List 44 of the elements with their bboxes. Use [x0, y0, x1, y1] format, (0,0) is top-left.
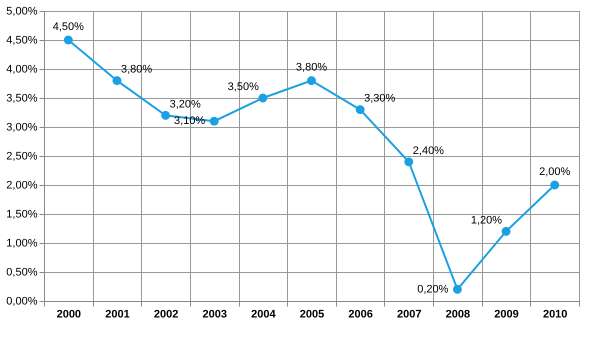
y-tick-label: 1,00%	[6, 238, 38, 250]
y-tick-label: 4,50%	[6, 34, 38, 46]
data-label: 4,50%	[52, 21, 84, 33]
data-label: 3,80%	[296, 62, 328, 74]
x-tick-label: 2004	[251, 308, 276, 320]
y-tick-label: 2,00%	[6, 180, 38, 192]
x-tick-label: 2001	[105, 308, 130, 320]
point	[356, 105, 365, 114]
y-tick-label: 3,50%	[6, 92, 38, 104]
y-tick-label: 2,50%	[6, 150, 38, 162]
data-label: 3,80%	[120, 64, 152, 76]
point	[112, 76, 122, 86]
x-tick-label: 2007	[397, 308, 422, 320]
y-tick-label: 1,50%	[6, 208, 38, 220]
y-tick-label: 0,50%	[6, 266, 38, 278]
x-tick-label: 2003	[202, 308, 227, 320]
point	[210, 116, 219, 126]
y-tick-label: 0,00%	[6, 296, 38, 308]
x-tick-label: 2005	[300, 308, 324, 320]
point	[550, 180, 560, 190]
x-tick-label: 2010	[542, 308, 568, 320]
x-tick-label: 2008	[446, 308, 470, 320]
data-label: 1,20%	[470, 214, 502, 226]
point	[161, 110, 170, 120]
point	[64, 36, 73, 44]
data-label: 3,50%	[228, 81, 260, 93]
x-tick-label: 2006	[348, 308, 373, 320]
point	[404, 157, 414, 166]
data-label: 2,00%	[539, 166, 570, 178]
y-tick-label: 3,00%	[6, 122, 38, 134]
y-tick-label: 5,00%	[6, 6, 38, 18]
y-tick-label: 4,00%	[6, 64, 38, 76]
data-label: 3,20%	[170, 98, 201, 110]
point	[258, 94, 268, 102]
point	[452, 284, 462, 294]
x-tick-label: 2009	[494, 308, 519, 320]
data-label: 3,10%	[174, 115, 206, 128]
data-label: 3,30%	[364, 92, 396, 105]
x-tick-label: 2002	[154, 308, 178, 320]
data-label: 2,40%	[412, 144, 444, 157]
data-label: 0,20%	[417, 283, 449, 296]
point	[307, 76, 316, 86]
point	[502, 226, 511, 236]
x-tick-label: 2000	[56, 308, 82, 320]
